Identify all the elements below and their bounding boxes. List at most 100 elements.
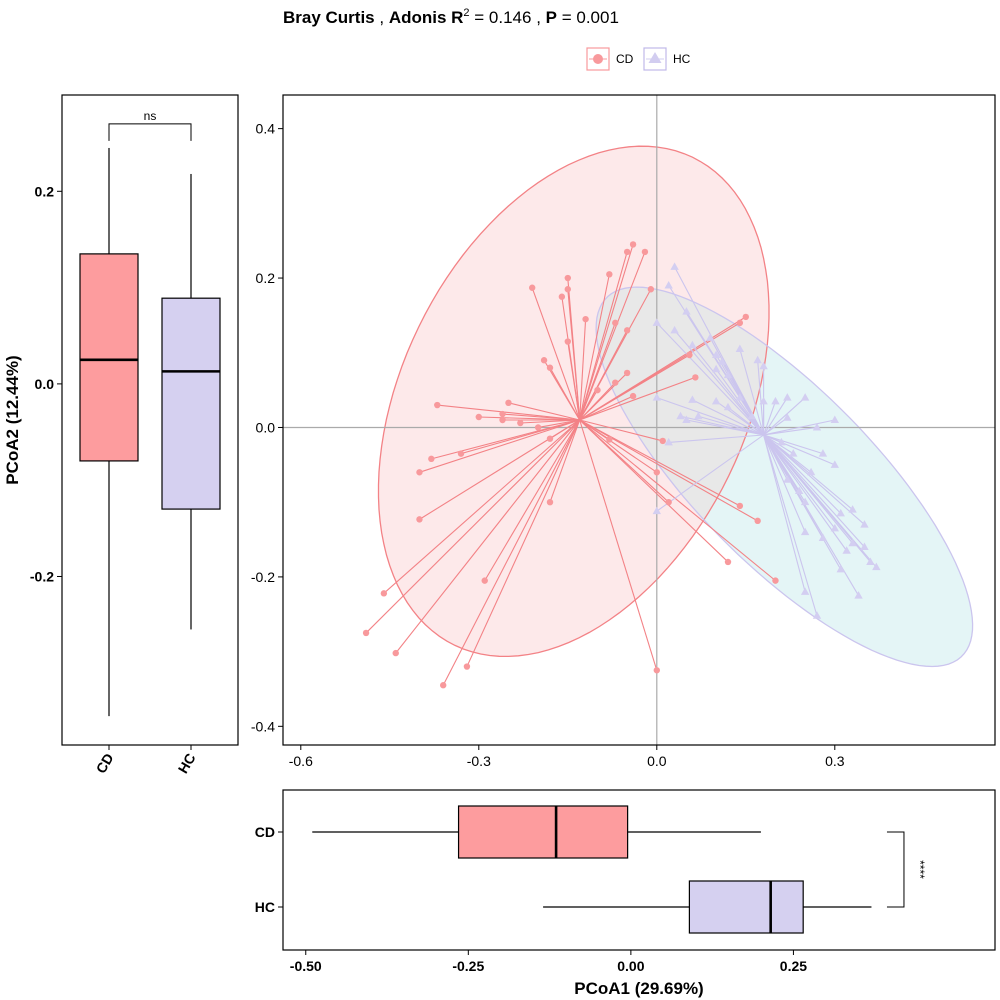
point-cd: [754, 517, 761, 525]
point-cd: [463, 663, 471, 670]
hbox-frame: [282, 789, 996, 951]
spider-line-cd: [531, 287, 581, 421]
point-hc: [860, 520, 869, 528]
spider-line-cd: [567, 289, 581, 421]
spider-line-cd: [395, 419, 581, 654]
vbox-y-tick-label: 0.2: [35, 183, 55, 199]
legend-key-cd-marker: [593, 54, 603, 64]
spider-line-hc: [763, 434, 836, 529]
point-hc: [854, 591, 863, 599]
scatter-y-tick-label: 0.4: [256, 121, 276, 137]
point-hc: [670, 325, 679, 334]
point-cd: [629, 241, 637, 248]
spider-line-hc: [763, 434, 842, 514]
point-cd: [686, 351, 693, 359]
point-hc: [848, 505, 857, 513]
ellipse-cd-outline: [377, 145, 770, 658]
point-cd: [534, 424, 542, 431]
spider-line-hc: [698, 415, 764, 436]
point-cd: [505, 399, 512, 407]
point-cd: [564, 286, 571, 293]
ellipse-hc-outline: [595, 286, 974, 668]
ellipse-overlap: [596, 287, 769, 657]
point-hc: [783, 393, 792, 401]
spider-line-cd: [508, 402, 580, 421]
point-cd: [692, 374, 699, 381]
point-cd: [612, 319, 619, 327]
spider-line-hc: [686, 419, 764, 436]
scatter-y-tick-label: 0.2: [256, 270, 276, 286]
point-cd: [606, 271, 613, 278]
vbox-box-hc: [161, 297, 221, 510]
spider-line-hc: [763, 434, 806, 533]
vbox-significance-label: ns: [144, 109, 157, 123]
point-hc: [711, 350, 721, 358]
vbox-x-tick-label: CD: [93, 751, 117, 777]
spider-line-cd: [484, 419, 581, 581]
point-cd: [594, 386, 601, 394]
chart-title: Bray Curtis , Adonis R2 = 0.146 , P = 0.…: [283, 7, 619, 27]
point-cd: [564, 274, 571, 282]
point-hc: [848, 538, 857, 547]
point-hc: [812, 611, 822, 619]
spider-line-hc: [763, 397, 806, 436]
hbox-significance-label: ****: [913, 860, 927, 879]
spider-line-cd: [567, 341, 581, 421]
point-cd: [499, 410, 506, 418]
hbox-box-cd: [457, 805, 629, 859]
spider-line-cd: [419, 419, 580, 520]
point-hc: [830, 523, 839, 532]
hbox-x-tick-label: -0.50: [290, 958, 322, 974]
spider-line-hc: [763, 434, 877, 568]
point-cd: [416, 516, 423, 523]
spider-line-cd: [579, 382, 616, 421]
spider-line-cd: [579, 389, 598, 421]
point-cd: [540, 357, 548, 364]
spider-line-hc: [656, 397, 764, 436]
point-cd: [623, 327, 631, 334]
spider-line-cd: [442, 419, 581, 686]
spider-line-cd: [579, 354, 690, 421]
spider-line-hc: [763, 434, 806, 592]
pcoa2-axis-title: PCoA2 (12.44%): [3, 355, 22, 484]
spider-line-hc: [739, 348, 765, 436]
spider-line-cd: [419, 419, 580, 473]
point-hc: [670, 262, 679, 270]
hbox-x-tick-label: -0.25: [452, 958, 484, 974]
scatter-x-tick-label: 0.0: [647, 753, 667, 769]
pcoa2-boxplot-panel: ns CD HC -0.2 0.0 0.2 PCoA2 (12.44%): [3, 94, 239, 777]
pcoa1-axis-title: PCoA1 (29.69%): [574, 979, 703, 998]
point-hc: [759, 396, 768, 405]
point-hc: [723, 370, 733, 379]
point-cd: [362, 629, 370, 637]
point-hc: [771, 396, 780, 405]
point-hc: [800, 497, 810, 506]
vbox-y-tick-label: -0.2: [30, 568, 54, 584]
spider-line-cd: [579, 322, 616, 421]
point-hc: [759, 361, 768, 370]
vbox-y-tick-label: 0.0: [35, 376, 55, 392]
spider-line-hc: [692, 399, 764, 436]
point-hc: [806, 467, 816, 476]
point-hc: [652, 318, 661, 326]
spider-line-cd: [579, 419, 658, 473]
point-cd: [653, 667, 660, 674]
point-cd: [665, 498, 672, 506]
point-cd: [641, 248, 649, 256]
point-hc: [717, 357, 727, 365]
spider-line-cd: [502, 413, 580, 421]
spider-line-cd: [579, 251, 628, 421]
spider-line-cd: [579, 419, 658, 671]
point-hc: [818, 449, 828, 457]
spider-line-hc: [763, 434, 818, 616]
point-cd: [416, 469, 423, 476]
spider-line-hc: [727, 406, 764, 436]
spider-line-hc: [763, 434, 848, 552]
spider-line-cd: [437, 404, 580, 421]
spider-line-cd: [383, 419, 581, 594]
spider-line-cd: [579, 330, 628, 421]
spider-line-cd: [549, 367, 581, 421]
point-hc: [688, 340, 697, 349]
vbox-significance-bracket: [108, 123, 192, 141]
